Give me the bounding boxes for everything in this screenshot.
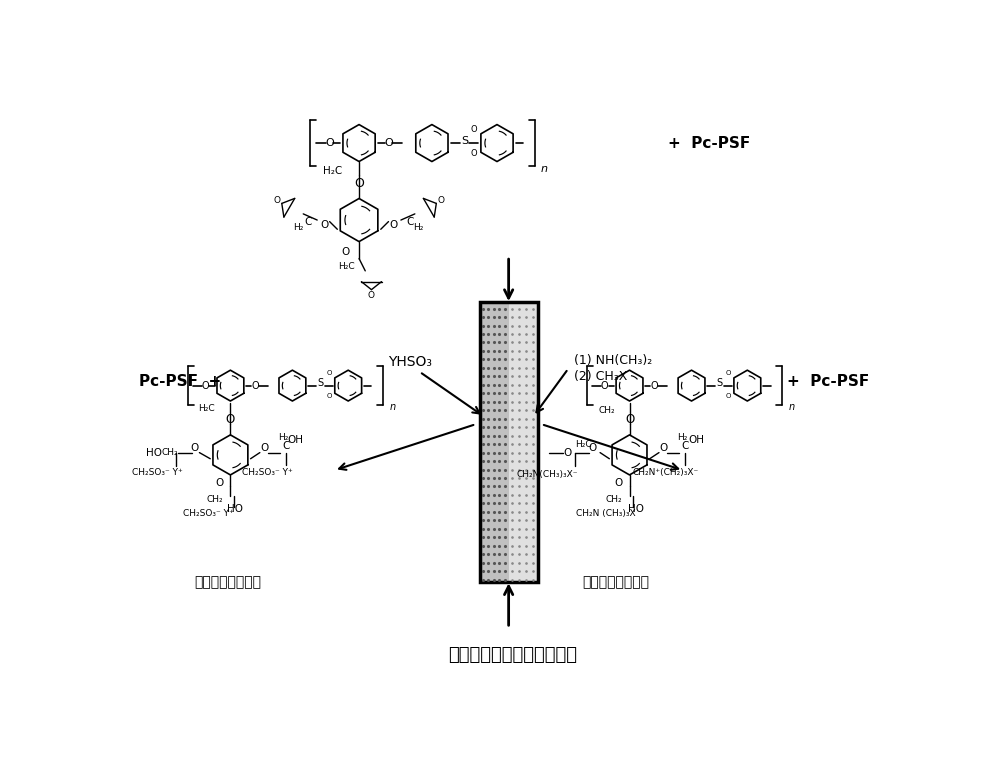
- Text: O: O: [191, 443, 199, 453]
- Text: O: O: [325, 138, 334, 148]
- Text: O: O: [384, 138, 393, 148]
- Text: n: n: [788, 402, 795, 412]
- Text: H₂: H₂: [278, 432, 288, 442]
- Text: C: C: [304, 216, 312, 226]
- Bar: [480, 302, 538, 582]
- Text: O: O: [438, 196, 445, 205]
- Text: CH₂: CH₂: [207, 495, 223, 504]
- Text: CH₂: CH₂: [599, 406, 616, 415]
- Text: HO: HO: [628, 504, 644, 514]
- Text: O: O: [321, 220, 329, 230]
- Text: O: O: [725, 370, 731, 376]
- Text: O: O: [368, 291, 375, 300]
- Text: H₂C: H₂C: [575, 440, 591, 450]
- Text: 聚煠阳离子交换膜: 聚煠阳离子交换膜: [195, 575, 262, 589]
- Text: H₂: H₂: [293, 223, 304, 232]
- Text: O: O: [615, 477, 623, 487]
- Text: O: O: [354, 177, 364, 190]
- Text: O: O: [563, 448, 572, 457]
- Text: (1) NH(CH₃)₂: (1) NH(CH₃)₂: [574, 354, 653, 367]
- Text: H₂: H₂: [677, 432, 687, 442]
- Text: CH₂SO₃⁻ Y⁺: CH₂SO₃⁻ Y⁺: [132, 468, 183, 477]
- Text: O: O: [470, 150, 477, 158]
- Text: n: n: [389, 402, 395, 412]
- Text: H₂: H₂: [413, 223, 423, 232]
- Text: O: O: [625, 413, 634, 426]
- Text: 聚煠阴离子交换膜: 聚煠阴离子交换膜: [582, 575, 649, 589]
- Text: C: C: [407, 216, 414, 226]
- Text: CH₂N⁺(CH₂)₃X⁻: CH₂N⁺(CH₂)₃X⁻: [632, 468, 698, 477]
- Bar: [480, 302, 509, 582]
- Text: S: S: [716, 378, 722, 388]
- Text: O: O: [601, 381, 609, 391]
- Text: O: O: [202, 381, 209, 391]
- Text: O: O: [274, 196, 281, 205]
- Text: S: S: [461, 136, 468, 146]
- Text: HO: HO: [227, 504, 243, 514]
- Text: (2) CH₃X: (2) CH₃X: [574, 370, 628, 383]
- Text: H₂C: H₂C: [339, 262, 355, 270]
- Text: O: O: [326, 370, 332, 376]
- Text: O: O: [588, 443, 596, 453]
- Text: n: n: [541, 164, 548, 174]
- Text: CH₂N(CH₃)₃X⁻: CH₂N(CH₃)₃X⁻: [517, 470, 578, 479]
- Text: C: C: [283, 442, 290, 451]
- Text: +  Pc-PSF: + Pc-PSF: [787, 374, 869, 389]
- Text: S: S: [317, 378, 323, 388]
- Text: OH: OH: [688, 436, 704, 446]
- Text: CH₂SO₃⁻ Y⁺: CH₂SO₃⁻ Y⁺: [183, 509, 234, 518]
- Text: O: O: [389, 220, 397, 230]
- Text: CH₂: CH₂: [606, 495, 622, 504]
- Text: HO: HO: [146, 448, 162, 457]
- Text: O: O: [725, 392, 731, 398]
- Text: CH₂N (CH₃)₃X: CH₂N (CH₃)₃X: [576, 509, 636, 518]
- Text: O: O: [651, 381, 658, 391]
- Text: +  Pc-PSF: + Pc-PSF: [668, 136, 750, 150]
- Text: OH: OH: [288, 436, 304, 446]
- Bar: [509, 302, 537, 582]
- Text: O: O: [326, 392, 332, 398]
- Text: O: O: [226, 413, 235, 426]
- Text: O: O: [215, 477, 224, 487]
- Text: CH₂SO₃⁻ Y⁺: CH₂SO₃⁻ Y⁺: [242, 468, 293, 477]
- Text: H₂C: H₂C: [323, 166, 342, 176]
- Text: C: C: [682, 442, 689, 451]
- Text: CH₂: CH₂: [162, 448, 178, 457]
- Text: O: O: [341, 247, 349, 257]
- Text: O: O: [260, 443, 269, 453]
- Text: Pc-PSF  +: Pc-PSF +: [139, 374, 221, 389]
- Text: O: O: [660, 443, 668, 453]
- Text: O: O: [251, 381, 259, 391]
- Text: H₂C: H₂C: [198, 405, 215, 413]
- Text: 含酉菁偶化基团聚煠双极膜: 含酉菁偶化基团聚煠双极膜: [448, 646, 577, 664]
- Text: O: O: [470, 125, 477, 134]
- Text: YHSO₃: YHSO₃: [388, 356, 432, 370]
